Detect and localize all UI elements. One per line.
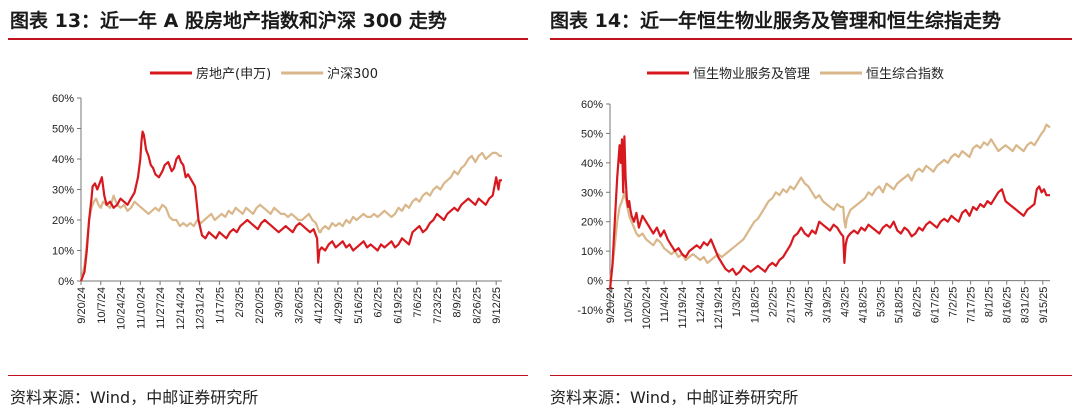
x-tick-label: 11/4/24 [659,287,671,323]
x-tick-label: 7/2/25 [948,287,960,318]
y-tick-label: -10% [577,305,603,317]
y-tick-label: 60% [52,93,74,105]
x-tick-label: 2/3/25 [234,287,246,318]
x-tick-label: 8/9/25 [452,287,464,318]
x-tick-label: 4/18/25 [857,287,869,324]
x-tick-label: 7/6/25 [412,287,424,318]
y-tick-label: 40% [581,158,603,170]
y-tick-label: 50% [52,124,74,136]
x-tick-label: 12/19/24 [713,287,725,330]
series-line-secondary [608,123,1051,281]
left-footer-rule [8,375,528,376]
series-line-primary [608,135,1050,290]
y-tick-label: 10% [52,246,74,258]
x-tick-label: 3/9/25 [274,287,286,318]
y-tick-label: 20% [52,215,74,227]
right-footer-rule [550,375,1072,376]
x-tick-label: 8/1/25 [984,287,996,318]
x-tick-label: 5/18/25 [894,287,906,324]
x-tick-label: 4/3/25 [839,287,851,318]
x-tick-label: 9/15/25 [1038,287,1050,324]
x-tick-label: 10/20/24 [641,287,653,330]
x-tick-label: 6/2/25 [373,287,385,318]
x-tick-label: 2/20/25 [254,287,266,324]
x-tick-label: 1/17/25 [214,287,226,324]
x-tick-label: 11/10/24 [135,287,147,329]
x-tick-label: 5/3/25 [875,287,887,318]
x-tick-label: 7/17/25 [966,287,978,324]
y-tick-label: 50% [581,128,603,140]
y-tick-label: 60% [581,99,603,111]
x-tick-label: 8/26/25 [471,287,483,324]
legend-label: 沪深300 [327,66,378,82]
y-tick-label: 10% [581,246,603,258]
x-tick-label: 2/2/25 [767,287,779,318]
x-tick-label: 8/31/25 [1020,287,1032,324]
x-tick-label: 9/12/25 [491,287,503,324]
y-tick-label: 0% [58,276,74,288]
series-line-secondary [79,151,502,282]
x-tick-label: 3/26/25 [293,287,305,324]
legend-label: 恒生综合指数 [866,67,944,82]
right-source-note: 资料来源：Wind，中邮证券研究所 [550,388,799,407]
x-tick-label: 6/2/25 [912,287,924,318]
x-tick-label: 4/29/25 [333,287,345,324]
x-tick-label: 3/19/25 [821,287,833,324]
legend-label: 房地产(申万) [196,66,271,82]
x-tick-label: 12/14/24 [175,287,187,330]
x-tick-label: 9/20/24 [76,287,88,324]
x-tick-label: 4/12/25 [313,287,325,324]
left-chart-title: 图表 13：近一年 A 股房地产指数和沪深 300 走势 [10,10,447,32]
x-tick-label: 2/17/25 [785,287,797,324]
series-line-primary [79,130,502,282]
x-tick-label: 7/23/25 [432,287,444,324]
x-tick-label: 3/4/25 [803,287,815,318]
x-tick-label: 1/18/25 [749,287,761,324]
y-tick-label: 20% [581,217,603,229]
x-tick-label: 5/16/25 [353,287,365,324]
x-tick-label: 10/7/24 [96,287,108,324]
x-tick-label: 11/27/24 [155,287,167,329]
x-tick-label: 8/16/25 [1002,287,1014,324]
x-tick-label: 9/20/24 [605,287,617,324]
x-tick-label: 6/19/25 [392,287,404,324]
x-tick-label: 10/5/24 [623,287,635,324]
y-tick-label: 0% [587,276,603,288]
y-tick-label: 40% [52,154,74,166]
left-title-rule [8,38,528,40]
x-tick-label: 10/24/24 [116,287,128,330]
y-tick-label: 30% [581,187,603,199]
x-tick-label: 1/3/25 [731,287,743,318]
x-tick-label: 11/19/24 [677,287,689,329]
legend-label: 恒生物业服务及管理 [693,66,810,82]
right-chart-title: 图表 14：近一年恒生物业服务及管理和恒生综指走势 [550,10,1002,32]
x-tick-label: 12/31/24 [195,287,207,330]
x-tick-label: 12/4/24 [695,287,707,324]
x-tick-label: 6/17/25 [930,287,942,324]
y-tick-label: 30% [52,185,74,197]
right-title-rule [550,38,1072,40]
left-source-note: 资料来源：Wind，中邮证券研究所 [10,388,259,407]
